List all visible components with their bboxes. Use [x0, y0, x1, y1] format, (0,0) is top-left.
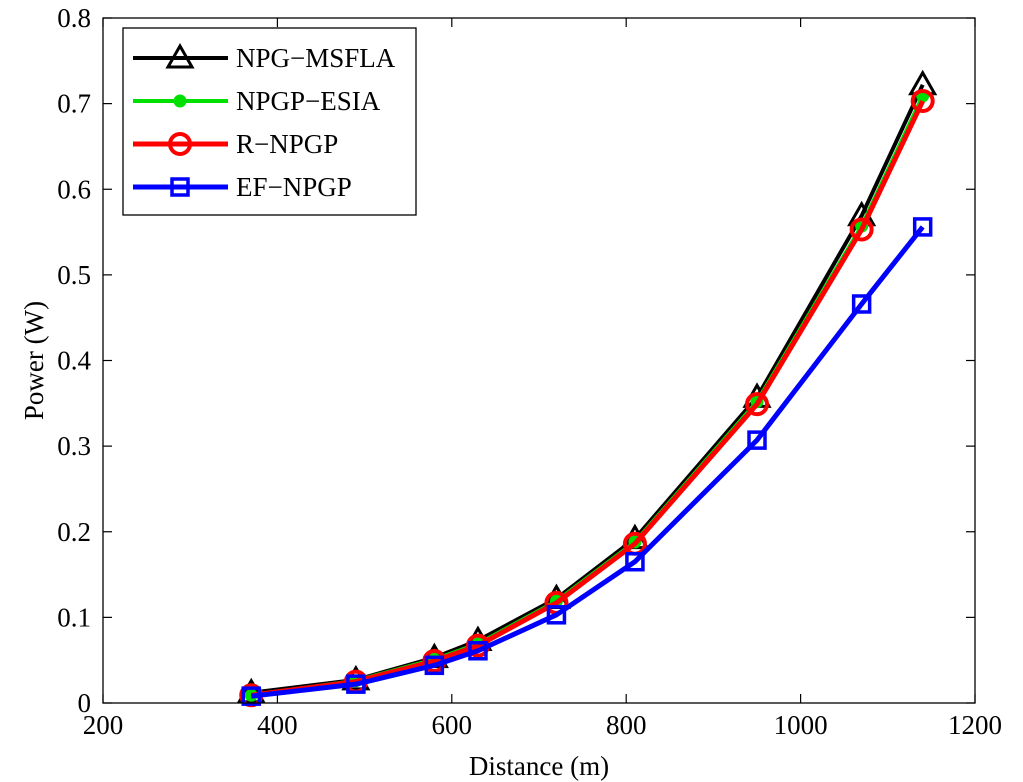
- y-axis-label: Power (W): [19, 301, 49, 420]
- y-tick-label: 0.7: [57, 89, 91, 119]
- data-point: [849, 217, 874, 242]
- series-3: [241, 217, 933, 706]
- y-tick-label: 0.1: [57, 602, 91, 632]
- data-point: [625, 551, 645, 572]
- x-tick-label: 200: [83, 710, 124, 740]
- legend-item: NPGP−ESIA: [133, 86, 381, 116]
- legend-swatch-marker: [165, 42, 195, 69]
- legend-item: NPG−MSFLA: [133, 42, 396, 73]
- data-point: [745, 392, 769, 417]
- legend-label: NPGP−ESIA: [236, 86, 381, 116]
- y-tick-label: 0.4: [57, 346, 91, 376]
- y-tick-label: 0: [78, 688, 92, 718]
- series-layer: [236, 69, 938, 708]
- data-point: [468, 641, 488, 661]
- data-point: [910, 89, 935, 114]
- x-tick-label: 800: [606, 710, 647, 740]
- legend-label: R−NPGP: [236, 129, 338, 159]
- legend-swatch-marker: [170, 177, 190, 197]
- x-tick-label: 1000: [774, 710, 828, 740]
- x-axis-label: Distance (m): [469, 751, 609, 781]
- legend-item: EF−NPGP: [133, 172, 352, 202]
- y-tick-label: 0.2: [57, 517, 91, 547]
- x-tick-label: 1200: [948, 710, 1002, 740]
- y-tick-label: 0.8: [57, 3, 91, 33]
- y-tick-label: 0.6: [57, 174, 91, 204]
- x-tick-label: 400: [257, 710, 298, 740]
- y-tick-label: 0.5: [57, 260, 91, 290]
- data-point: [546, 605, 567, 625]
- legend-swatch-marker: [168, 132, 192, 156]
- legend-label: EF−NPGP: [236, 172, 352, 202]
- series-line: [250, 99, 925, 698]
- x-tick-label: 600: [432, 710, 473, 740]
- legend-label: NPG−MSFLA: [236, 43, 396, 73]
- y-tick-label: 0.3: [57, 431, 91, 461]
- data-point: [912, 217, 933, 237]
- axis-layer: 200 400 600 800 1000 1200 0 0.1 0.2 0.3 0.4 0.5 0.6 0…: [57, 3, 1002, 740]
- series-line: [250, 225, 925, 699]
- legend-item: R−NPGP: [133, 129, 338, 159]
- data-point: [851, 294, 872, 314]
- legend: NPG−MSFLA NPGP−ESIA R−NPGP EF−NPGP: [122, 27, 417, 216]
- data-point: [424, 655, 445, 676]
- data-point: [346, 674, 366, 694]
- series-2: [239, 89, 935, 708]
- data-point: [241, 686, 261, 706]
- legend-swatch-marker: [173, 94, 187, 108]
- data-point: [747, 430, 767, 450]
